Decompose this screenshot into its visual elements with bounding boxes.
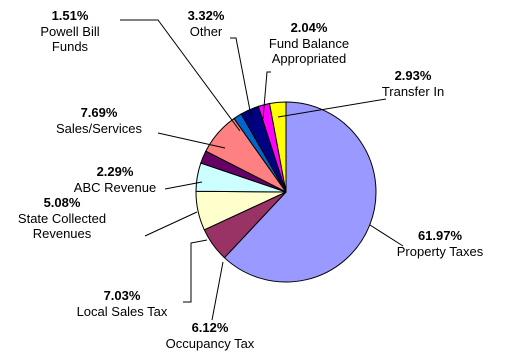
leader-line-local-sales-tax (183, 239, 208, 303)
leader-line-powell-bill-funds (120, 19, 241, 132)
pie-slices (195, 101, 377, 283)
leader-line-sales-services (157, 132, 226, 149)
slice-label-transfer-in: Transfer In (382, 84, 444, 99)
slice-percent-abc-revenue: 2.29% (97, 164, 134, 179)
slice-percent-occupancy-tax: 6.12% (192, 320, 229, 335)
slice-percent-local-sales-tax: 7.03% (104, 288, 141, 303)
leader-line-state-collected-revenues (144, 211, 198, 237)
slice-percent-property-taxes: 61.97% (418, 228, 463, 243)
slice-label-state-collected-revenues: Revenues (33, 226, 92, 241)
slice-label-powell-bill-funds: Powell Bill (40, 24, 99, 39)
slice-label-sales-services: Sales/Services (56, 121, 142, 136)
slice-label-other: Other (190, 24, 223, 39)
slice-label-fund-balance-appropriated: Fund Balance (269, 36, 349, 51)
slice-label-property-taxes: Property Taxes (397, 244, 484, 259)
slice-label-occupancy-tax: Occupancy Tax (166, 336, 255, 351)
slice-label-powell-bill-funds: Funds (52, 39, 89, 54)
slice-percent-other: 3.32% (188, 8, 225, 23)
slice-percent-transfer-in: 2.93% (395, 68, 432, 83)
slice-label-abc-revenue: ABC Revenue (74, 180, 156, 195)
slice-label-state-collected-revenues: State Collected (18, 211, 106, 226)
pie-slice-transfer-in (268, 101, 287, 193)
slice-percent-powell-bill-funds: 1.51% (52, 8, 89, 23)
slice-labels: 61.97%Property Taxes 6.12%Occupancy Tax 7.… (18, 8, 484, 351)
leader-line-transfer-in (277, 98, 387, 118)
slice-percent-fund-balance-appropriated: 2.04% (291, 20, 328, 35)
leader-line-other (230, 37, 253, 122)
slice-label-fund-balance-appropriated: Appropriated (272, 51, 346, 66)
slice-label-local-sales-tax: Local Sales Tax (77, 304, 168, 319)
leader-lines (120, 19, 404, 321)
pie-slice-property-taxes (223, 101, 377, 283)
slice-percent-sales-services: 7.69% (81, 105, 118, 120)
leader-line-fund-balance-appropriated (262, 71, 271, 120)
leader-line-property-taxes (369, 224, 404, 247)
leader-line-abc-revenue (164, 181, 203, 190)
slice-percent-state-collected-revenues: 5.08% (44, 195, 81, 210)
leader-line-occupancy-tax (211, 261, 224, 321)
